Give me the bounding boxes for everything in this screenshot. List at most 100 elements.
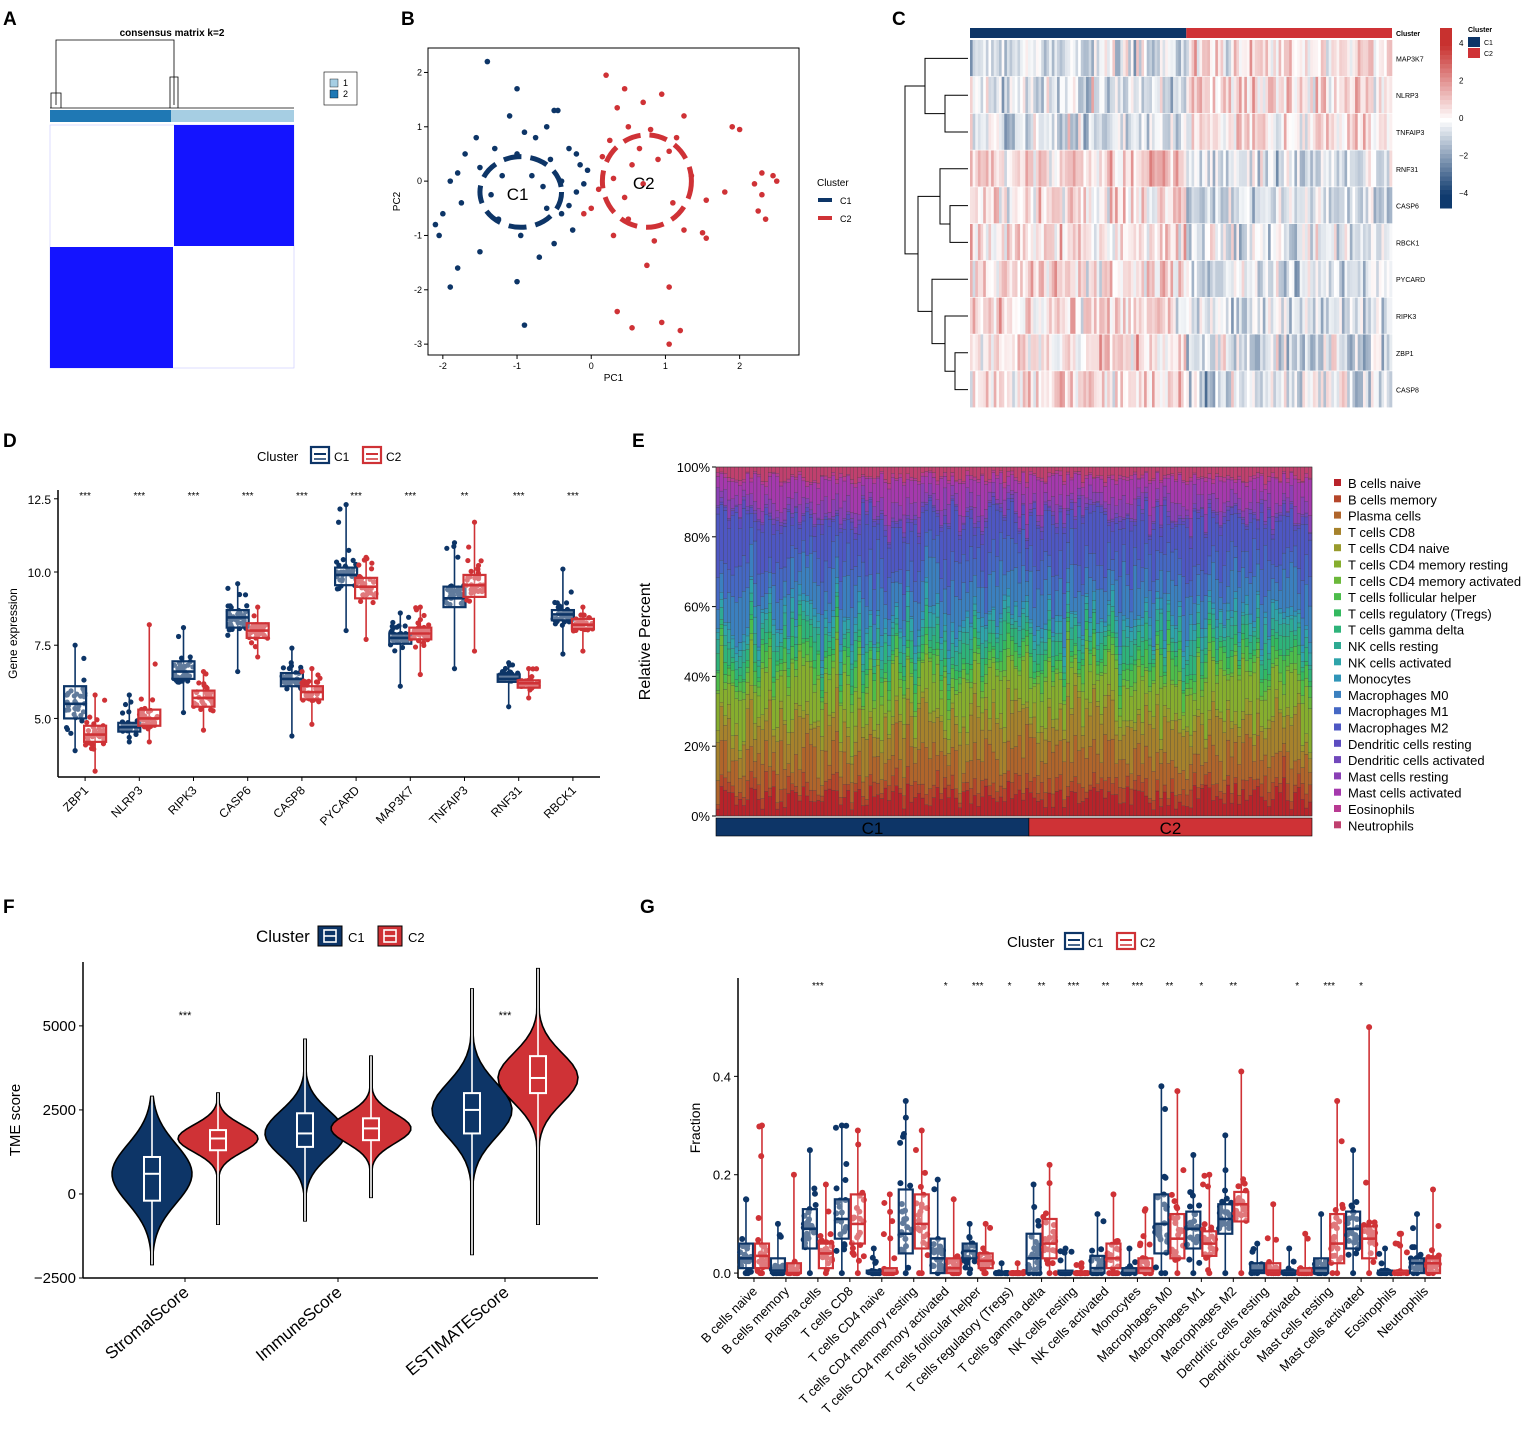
scatter-point bbox=[644, 262, 650, 269]
heatmap-cell bbox=[1246, 334, 1250, 371]
bar-segment bbox=[749, 614, 754, 620]
bar-segment bbox=[838, 581, 843, 610]
bar-segment bbox=[730, 515, 735, 576]
bar-segment bbox=[764, 593, 769, 609]
bar-segment bbox=[905, 466, 910, 474]
bar-segment bbox=[998, 651, 1003, 662]
heatmap-cell bbox=[1049, 260, 1053, 297]
heatmap-cell bbox=[1365, 334, 1369, 371]
heatmap-cell bbox=[1157, 113, 1161, 150]
bar-segment bbox=[842, 520, 847, 530]
bar-segment bbox=[831, 466, 836, 473]
heatmap-cell bbox=[972, 113, 976, 150]
heatmap-cell bbox=[1133, 224, 1137, 261]
bar-segment bbox=[909, 662, 914, 674]
heatmap-cell bbox=[1080, 150, 1084, 187]
bar-segment bbox=[928, 529, 933, 558]
bar-segment bbox=[984, 518, 989, 522]
heatmap-row bbox=[970, 224, 1393, 261]
heatmap-cell bbox=[1093, 224, 1097, 261]
heatmap-cell bbox=[1341, 297, 1345, 334]
heatmap-cell bbox=[1352, 260, 1356, 297]
heatmap-cell bbox=[1186, 187, 1190, 224]
bar-segment bbox=[1069, 528, 1074, 565]
bar-segment bbox=[835, 483, 840, 495]
y-tick-label: -1 bbox=[414, 230, 422, 240]
bar-segment bbox=[920, 627, 925, 637]
bar-segment bbox=[738, 690, 743, 701]
bar-segment bbox=[741, 489, 746, 497]
bar-segment bbox=[976, 527, 981, 548]
heatmap-cell bbox=[1212, 224, 1216, 261]
bar-segment bbox=[887, 699, 892, 712]
bar-segment bbox=[958, 670, 962, 678]
bar-segment bbox=[764, 791, 769, 817]
heatmap-cell bbox=[1304, 187, 1308, 224]
bar-segment bbox=[864, 500, 869, 512]
bar-segment bbox=[887, 785, 892, 801]
bar-segment bbox=[935, 707, 940, 718]
heatmap-cell bbox=[1088, 187, 1092, 224]
sample-bar bbox=[965, 466, 970, 817]
bar-segment bbox=[779, 522, 784, 526]
heatmap-cell bbox=[1133, 260, 1137, 297]
bar-segment bbox=[1054, 473, 1059, 505]
bar-segment bbox=[1032, 737, 1037, 778]
bar-segment bbox=[741, 650, 746, 663]
heatmap-cell bbox=[1101, 334, 1105, 371]
heatmap-cell bbox=[1262, 297, 1266, 334]
bar-segment bbox=[782, 604, 787, 614]
heatmap-cell bbox=[1091, 224, 1095, 261]
data-point bbox=[477, 587, 483, 594]
heatmap-cell bbox=[1270, 40, 1274, 77]
bar-segment bbox=[1047, 510, 1052, 556]
data-point bbox=[87, 714, 93, 720]
data-point bbox=[286, 665, 292, 672]
scatter-point bbox=[517, 232, 524, 239]
heatmap-cell bbox=[1362, 334, 1366, 371]
heatmap-cell bbox=[1196, 297, 1200, 334]
bar-segment bbox=[719, 473, 724, 492]
bar-segment bbox=[730, 662, 735, 671]
heatmap-cell bbox=[1304, 297, 1308, 334]
heatmap-cell bbox=[1368, 40, 1372, 77]
heatmap-cell bbox=[1204, 76, 1208, 113]
bar-segment bbox=[909, 476, 914, 481]
sample-bar bbox=[846, 466, 851, 817]
bar-segment bbox=[741, 797, 746, 806]
bar-segment bbox=[753, 692, 758, 724]
heatmap-cell bbox=[1030, 40, 1034, 77]
heatmap-cell bbox=[1339, 260, 1343, 297]
bar-segment bbox=[823, 634, 828, 652]
heatmap-cell bbox=[1038, 113, 1042, 150]
heatmap-cell bbox=[1339, 113, 1343, 150]
bar-segment bbox=[846, 475, 851, 496]
heatmap-cell bbox=[1265, 150, 1269, 187]
bar-segment bbox=[768, 556, 773, 573]
bar-segment bbox=[723, 715, 728, 726]
bar-segment bbox=[1036, 654, 1041, 665]
bar-segment bbox=[745, 635, 750, 645]
heatmap-cell bbox=[1165, 371, 1169, 408]
bar-segment bbox=[801, 771, 806, 787]
heatmap-cell bbox=[985, 260, 989, 297]
bar-segment bbox=[771, 466, 776, 473]
heatmap-cell bbox=[980, 113, 984, 150]
bar-segment bbox=[1013, 511, 1018, 514]
heatmap-cell bbox=[1302, 187, 1306, 224]
heatmap-cell bbox=[975, 113, 979, 150]
heatmap-cell bbox=[1328, 40, 1332, 77]
bar-segment bbox=[849, 763, 854, 783]
heatmap-cell bbox=[1141, 40, 1145, 77]
heatmap-cell bbox=[1064, 76, 1068, 113]
heatmap-cell bbox=[1252, 187, 1256, 224]
heatmap-cell bbox=[1141, 297, 1145, 334]
bar-segment bbox=[835, 731, 840, 773]
bar-segment bbox=[1021, 793, 1026, 801]
bar-segment bbox=[905, 655, 910, 660]
bar-segment bbox=[823, 673, 828, 693]
heatmap-cell bbox=[1009, 76, 1013, 113]
scatter-point bbox=[666, 148, 672, 155]
heatmap-cell bbox=[1260, 371, 1264, 408]
heatmap-cell bbox=[1141, 150, 1145, 187]
